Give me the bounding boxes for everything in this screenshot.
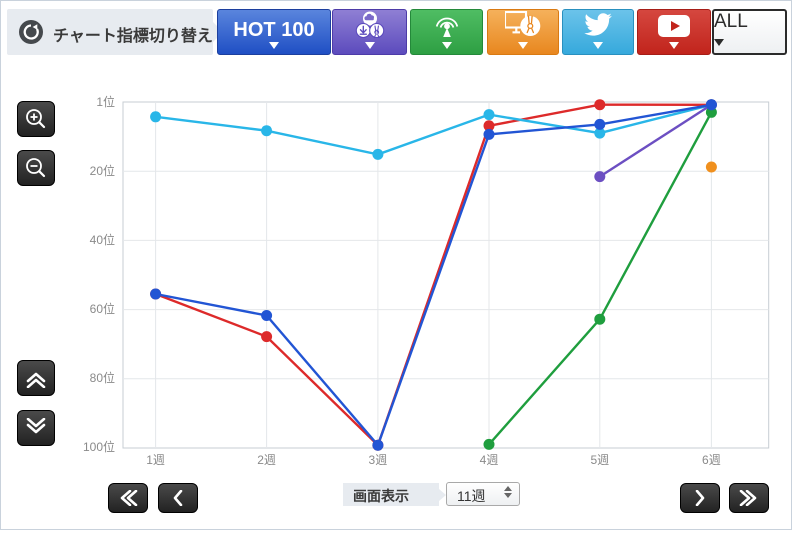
svg-text:1週: 1週 (146, 453, 165, 467)
svg-text:2週: 2週 (257, 453, 276, 467)
svg-text:5週: 5週 (590, 453, 609, 467)
svg-text:3週: 3週 (369, 453, 388, 467)
svg-text:100位: 100位 (83, 439, 115, 454)
svg-text:4週: 4週 (480, 453, 499, 467)
svg-text:1位: 1位 (96, 94, 115, 109)
svg-text:80位: 80位 (90, 370, 115, 385)
svg-text:60位: 60位 (90, 301, 115, 316)
svg-text:6週: 6週 (702, 453, 721, 467)
svg-text:40位: 40位 (90, 232, 115, 247)
svg-text:20位: 20位 (90, 163, 115, 178)
